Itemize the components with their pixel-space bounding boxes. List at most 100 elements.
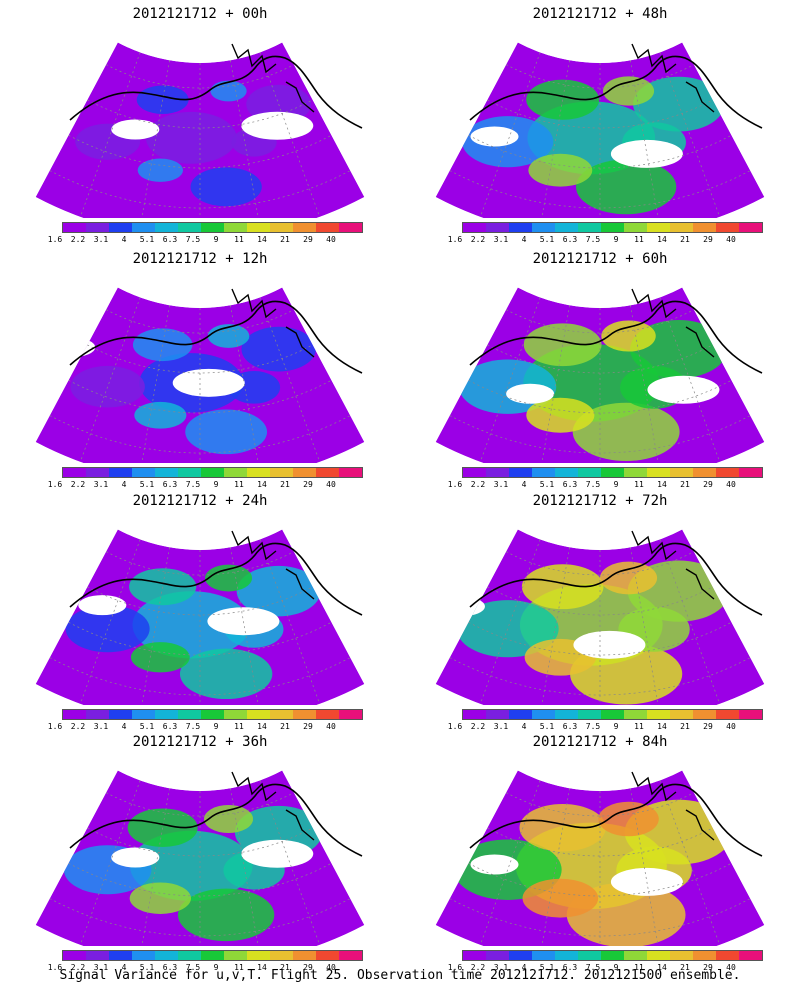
colorbar-labels: 1.6 2.2 3.1 4 5.1 6.3 7.5 9 11 14 21 29 40 <box>48 235 375 245</box>
latitude-line <box>87 827 313 857</box>
polar-map <box>435 287 765 463</box>
colorbar-swatch <box>247 710 270 719</box>
polar-map <box>35 42 365 218</box>
latitude-line <box>68 621 332 656</box>
no-data-region <box>207 607 280 636</box>
variance-contour <box>602 76 655 106</box>
colorbar-tick-label: 29 <box>303 235 313 244</box>
no-data-region <box>470 854 519 875</box>
colorbar-tick-label: 40 <box>726 235 736 244</box>
colorbar-tick-label: 3.1 <box>93 235 109 244</box>
colorbar-swatch <box>601 468 624 477</box>
colorbar-tick-label: 11 <box>634 480 644 489</box>
colorbar-tick-label: 40 <box>726 963 736 972</box>
colorbar-tick-label: 4 <box>521 235 527 244</box>
colorbar-tick-label: 9 <box>613 235 619 244</box>
colorbar-swatch <box>463 951 486 960</box>
longitude-line <box>230 547 262 705</box>
colorbar-tick-label: 6.3 <box>562 480 578 489</box>
no-data-region <box>78 595 127 616</box>
latitude-line <box>449 898 751 937</box>
colorbar-tick-label: 40 <box>326 963 336 972</box>
latitude-line <box>105 64 295 89</box>
colorbar-tick-label: 29 <box>703 963 713 972</box>
colorbar-swatch <box>555 468 578 477</box>
colorbar-swatch <box>270 710 293 719</box>
colorbar-swatch <box>509 710 532 719</box>
variance-contour <box>210 80 247 102</box>
colorbar-swatch <box>247 951 270 960</box>
panel-title: 2012121712 + 60h <box>532 251 668 267</box>
longitude-line <box>138 788 170 946</box>
colorbar-swatch <box>624 223 647 232</box>
longitude-line <box>230 305 262 463</box>
colorbar-tick-label: 2.2 <box>470 722 486 731</box>
latitude-line <box>468 862 732 897</box>
colorbar-tick-label: 2.2 <box>70 722 86 731</box>
variance-contour <box>575 159 677 215</box>
colorbar-swatch <box>647 951 670 960</box>
colorbar-swatch <box>670 710 693 719</box>
colorbar-swatch <box>339 710 362 719</box>
colorbar-tick-label: 1.6 <box>447 963 463 972</box>
longitude-line <box>79 780 141 946</box>
colorbar-swatch <box>739 223 762 232</box>
colorbar-swatch <box>339 468 362 477</box>
colorbar-tick-label: 6.3 <box>162 722 178 731</box>
colorbar-swatch <box>509 468 532 477</box>
variance-contour <box>598 801 659 837</box>
latitude-line <box>468 379 732 414</box>
colorbar-swatch <box>178 223 201 232</box>
longitude-line <box>659 297 721 463</box>
colorbar-swatch <box>86 223 109 232</box>
colorbar-swatch <box>739 951 762 960</box>
colorbar-swatch <box>109 710 132 719</box>
longitude-line <box>630 305 662 463</box>
colorbar-tick-label: 5.1 <box>139 480 155 489</box>
colorbar-swatch <box>293 951 316 960</box>
colorbar-swatch <box>86 710 109 719</box>
variance-contour <box>570 643 683 705</box>
coastline-islands <box>631 288 715 358</box>
colorbar-swatch <box>647 710 670 719</box>
colorbar-swatch <box>739 710 762 719</box>
colorbar-swatch <box>155 468 178 477</box>
panel-title: 2012121712 + 00h <box>132 6 268 22</box>
no-data-region <box>47 337 96 358</box>
map-panel: 2012121712 + 60h 1.6 2.2 3.1 4 5.1 6.3 7.5 9 11 14… <box>400 245 800 489</box>
no-data-region <box>241 111 314 140</box>
latitude-line <box>449 657 751 696</box>
latitude-line <box>49 898 351 937</box>
colorbar-swatch <box>486 223 509 232</box>
longitude-line <box>630 547 662 705</box>
variance-contour <box>129 882 191 914</box>
colorbar <box>462 467 763 478</box>
colorbar-tick-label: 11 <box>234 722 244 731</box>
latitude-line <box>505 792 695 817</box>
colorbar-tick-label: 29 <box>703 480 713 489</box>
colorbar-swatch <box>624 951 647 960</box>
panel-title: 2012121712 + 12h <box>132 251 268 267</box>
colorbar-tick-label: 7.5 <box>185 963 201 972</box>
coastline-islands <box>231 288 315 358</box>
colorbar-labels: 1.6 2.2 3.1 4 5.1 6.3 7.5 9 11 14 21 29 40 <box>448 963 775 973</box>
variance-contour <box>522 878 599 918</box>
colorbar-tick-label: 2.2 <box>470 235 486 244</box>
colorbar-tick-label: 1.6 <box>47 963 63 972</box>
longitude-line <box>138 547 170 705</box>
colorbar-tick-label: 6.3 <box>562 235 578 244</box>
latitude-line <box>49 415 351 454</box>
longitude-line <box>230 60 262 218</box>
map-panel: 2012121712 + 36h 1.6 2.2 3.1 4 5.1 6.3 7.5 9 11 14… <box>0 728 400 972</box>
colorbar-tick-label: 9 <box>213 235 219 244</box>
colorbar-swatch <box>716 710 739 719</box>
colorbar-swatch <box>132 468 155 477</box>
colorbar-swatch <box>532 951 555 960</box>
colorbar <box>462 222 763 233</box>
coastline-islands <box>631 771 715 841</box>
no-data-region <box>573 630 646 659</box>
colorbar-tick-label: 14 <box>657 235 667 244</box>
variance-contour <box>179 648 273 700</box>
colorbar-swatch <box>670 951 693 960</box>
